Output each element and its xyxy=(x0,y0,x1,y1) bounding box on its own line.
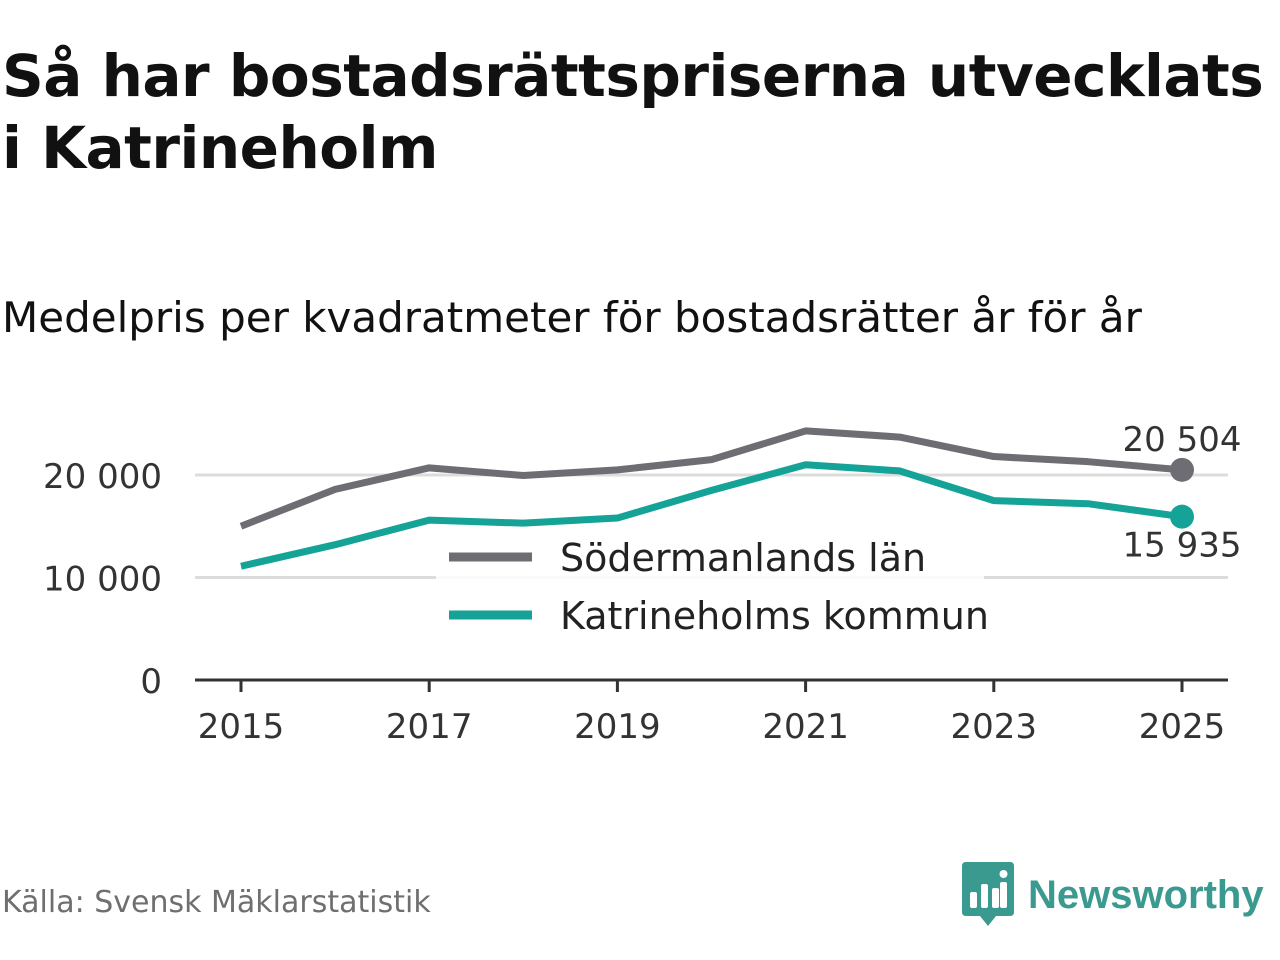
series-line-sodermanland xyxy=(239,427,1183,530)
end-value-label: 20 504 xyxy=(1123,420,1242,460)
newsworthy-logo-icon xyxy=(962,862,1014,926)
legend-label: Katrineholms kommun xyxy=(560,594,989,638)
chart-title: Så har bostadsrättspriserna utvecklats i… xyxy=(2,42,1264,182)
x-tick-label: 2021 xyxy=(762,707,849,747)
newsworthy-logo: Newsworthy xyxy=(962,862,1264,928)
end-marker-sodermanland xyxy=(1170,457,1194,482)
x-tick-label: 2017 xyxy=(386,707,473,747)
x-tick-label: 2023 xyxy=(951,707,1038,747)
end-value-label: 15 935 xyxy=(1123,526,1242,566)
y-tick-label: 0 xyxy=(140,662,162,702)
chart-subtitle: Medelpris per kvadratmeter för bostadsrä… xyxy=(2,293,1142,342)
legend-label: Södermanlands län xyxy=(560,536,926,580)
y-tick-label: 10 000 xyxy=(43,560,162,600)
brand-name: Newsworthy xyxy=(1028,872,1264,917)
x-tick-label: 2019 xyxy=(574,707,661,747)
x-tick-label: 2015 xyxy=(198,707,285,747)
source-note: Källa: Svensk Mäklarstatistik xyxy=(2,885,431,920)
series-line-katrineholm xyxy=(240,461,1183,570)
x-tick-label: 2025 xyxy=(1139,707,1226,747)
end-marker-katrineholm xyxy=(1170,504,1194,529)
y-tick-label: 20 000 xyxy=(43,457,162,497)
